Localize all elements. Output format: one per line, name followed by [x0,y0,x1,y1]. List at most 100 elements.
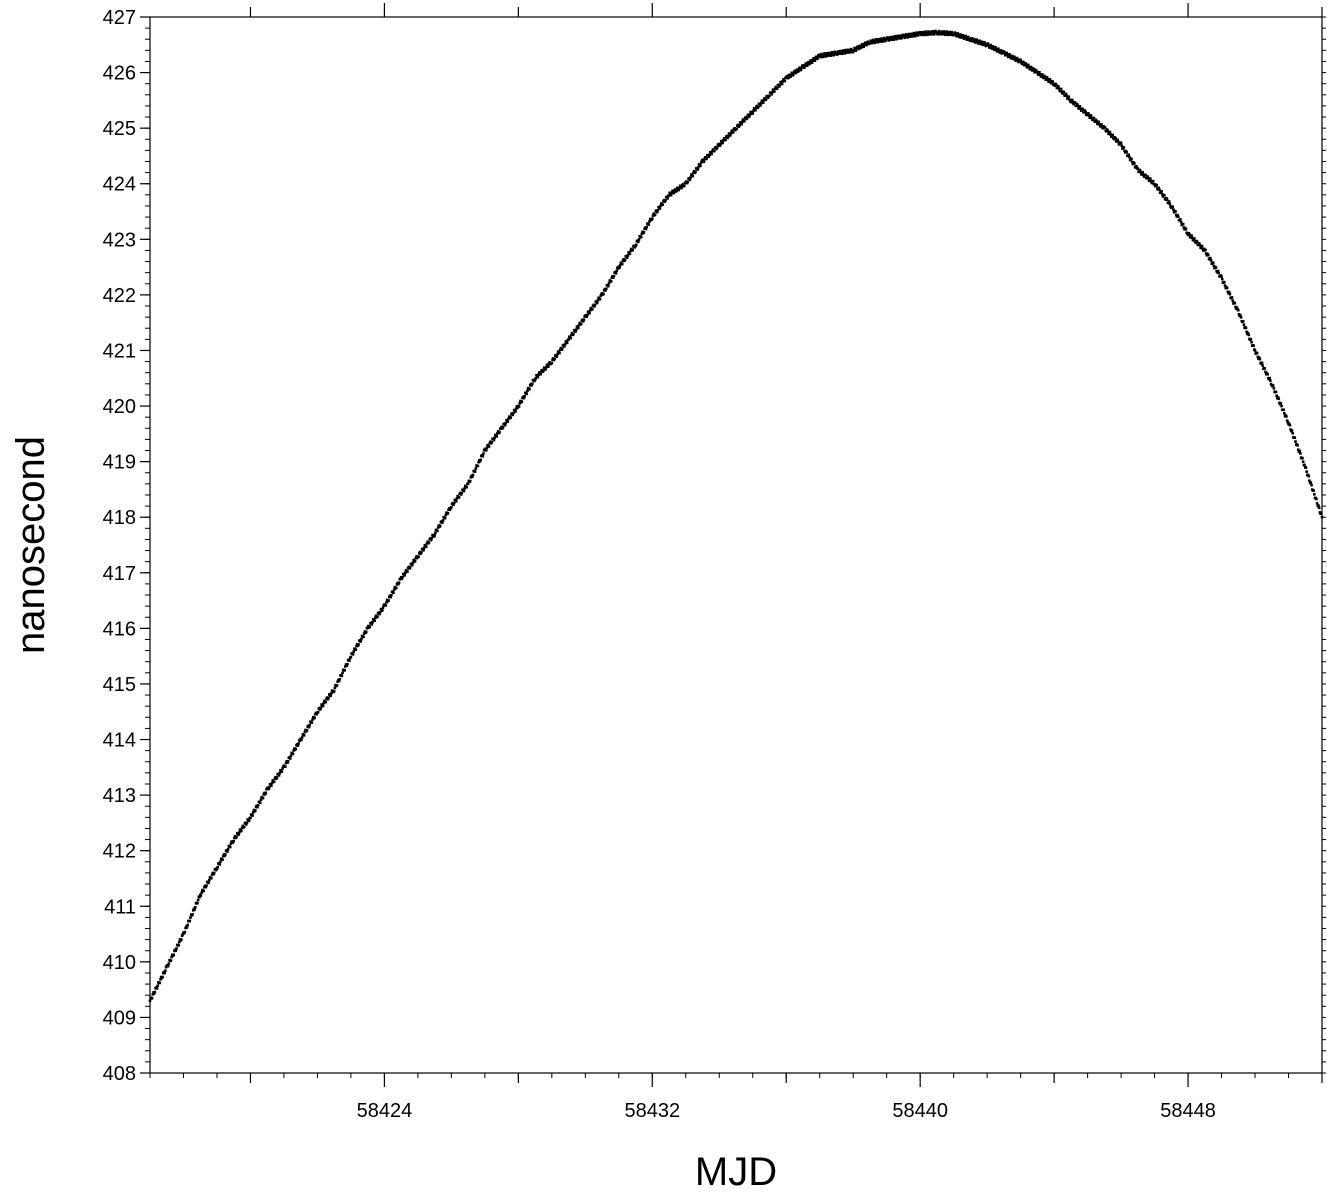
data-point [1161,195,1165,198]
data-point [631,248,635,252]
x-tick-labels: 58424 58432 58440 58448 [357,1100,1216,1122]
data-point [979,42,983,46]
data-point [647,223,651,226]
data-point [1234,305,1237,309]
data-point [676,187,680,190]
data-point [517,405,521,408]
data-point [735,127,738,131]
data-point [871,40,875,44]
data-point [1246,331,1250,335]
data-point [232,839,236,843]
data-point [640,232,644,236]
data-point [639,235,643,239]
data-point [993,47,997,51]
data-point [1123,151,1127,154]
data-point [755,104,759,108]
data-point [518,401,522,405]
data-point [1023,63,1027,67]
data-point [856,45,859,49]
data-point [870,39,873,42]
data-point [628,252,632,256]
data-point [669,193,673,197]
data-point [191,909,195,912]
data-point [286,761,289,765]
data-point [699,161,703,165]
data-point [199,894,203,897]
data-point [1001,52,1004,55]
data-point [857,47,861,51]
data-point [677,188,681,192]
data-point [307,725,311,729]
data-point [717,142,721,146]
data-point [403,574,406,577]
data-point [1175,215,1179,218]
data-point [667,194,671,197]
data-point [1176,215,1180,218]
data-point [469,475,473,479]
data-point [1183,228,1186,231]
data-point [163,971,166,975]
data-point [664,199,667,202]
data-point [659,204,662,208]
data-point [1106,129,1110,133]
data-point [229,842,233,846]
data-point [1301,456,1304,460]
y-tick-label: 413 [103,785,136,807]
data-point [941,32,945,36]
data-point [853,47,857,51]
data-point [476,464,480,468]
data-point [540,368,544,372]
data-point [376,615,379,619]
data-point [296,744,300,747]
data-point [1239,316,1243,319]
data-point [444,513,448,517]
data-point [496,430,500,433]
data-point [1315,497,1318,501]
y-tick-label: 422 [103,285,136,307]
data-point [1239,313,1242,317]
data-point [256,805,259,809]
data-point [1020,62,1024,66]
data-point [348,659,351,662]
data-point [492,438,496,442]
data-point [311,718,314,721]
data-point [686,180,690,184]
data-point [932,31,935,34]
data-point [1153,182,1156,186]
data-point [912,31,916,35]
data-point [819,55,823,58]
data-point [349,655,353,659]
data-point [789,74,793,77]
data-point [1086,112,1090,115]
data-point [345,664,349,667]
data-point [885,37,888,41]
data-point [417,555,420,559]
data-point [343,668,346,672]
data-point [861,43,865,47]
data-point [543,366,547,370]
data-point [1097,120,1101,124]
data-point [493,436,496,440]
data-point [1165,198,1169,201]
data-point [911,34,915,37]
data-point [488,441,492,445]
data-point [528,387,531,391]
data-point [994,46,997,49]
data-point [945,30,948,33]
data-point [1031,69,1034,72]
data-point [852,49,856,52]
data-point [1059,87,1063,91]
data-point [390,593,393,597]
data-point [1235,306,1239,309]
data-point [953,33,956,37]
data-point [1130,160,1134,164]
data-point [1200,244,1204,248]
data-point [499,426,503,430]
data-point [1145,176,1149,180]
data-point [879,39,882,43]
data-point [1136,167,1140,171]
data-point [929,30,932,34]
data-point [205,884,208,887]
data-point [862,45,865,49]
data-point [1310,483,1313,487]
